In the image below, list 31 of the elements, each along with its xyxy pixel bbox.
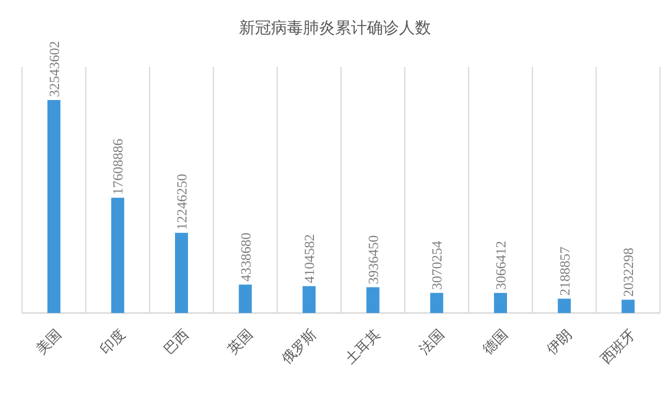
bar xyxy=(238,284,252,313)
x-tick-label: 美国 xyxy=(34,326,65,358)
bar xyxy=(558,298,571,313)
data-label: 2188857 xyxy=(558,246,574,296)
data-label: 32543602 xyxy=(48,41,63,97)
x-tick-label: 俄罗斯 xyxy=(278,326,320,368)
bar xyxy=(175,232,188,313)
data-label: 4338680 xyxy=(239,232,254,282)
x-tick-label: 伊朗 xyxy=(544,326,576,358)
data-label: 4104582 xyxy=(303,234,318,284)
data-label: 3070254 xyxy=(430,240,446,290)
x-tick-label: 印度 xyxy=(97,326,129,358)
bar xyxy=(622,300,635,313)
bar xyxy=(494,292,507,313)
chart-title: 新冠病毒肺炎累计确诊人数 xyxy=(239,18,431,37)
x-tick-label: 德国 xyxy=(480,326,512,358)
data-label: 3066412 xyxy=(494,240,510,290)
x-tick-label: 英国 xyxy=(225,326,256,358)
data-label: 3936450 xyxy=(366,235,382,284)
bar xyxy=(430,292,444,313)
bar xyxy=(302,286,316,313)
bar xyxy=(47,100,60,313)
data-label: 12246250 xyxy=(176,174,190,230)
x-tick-label: 法国 xyxy=(416,326,448,358)
data-label: 17608886 xyxy=(112,138,127,195)
x-tick-label: 西班牙 xyxy=(598,326,639,368)
bar xyxy=(366,287,380,313)
bar xyxy=(111,198,124,313)
x-tick-label: 巴西 xyxy=(161,326,192,358)
data-label: 2032298 xyxy=(622,248,638,297)
x-tick-label: 土耳其 xyxy=(342,326,384,368)
